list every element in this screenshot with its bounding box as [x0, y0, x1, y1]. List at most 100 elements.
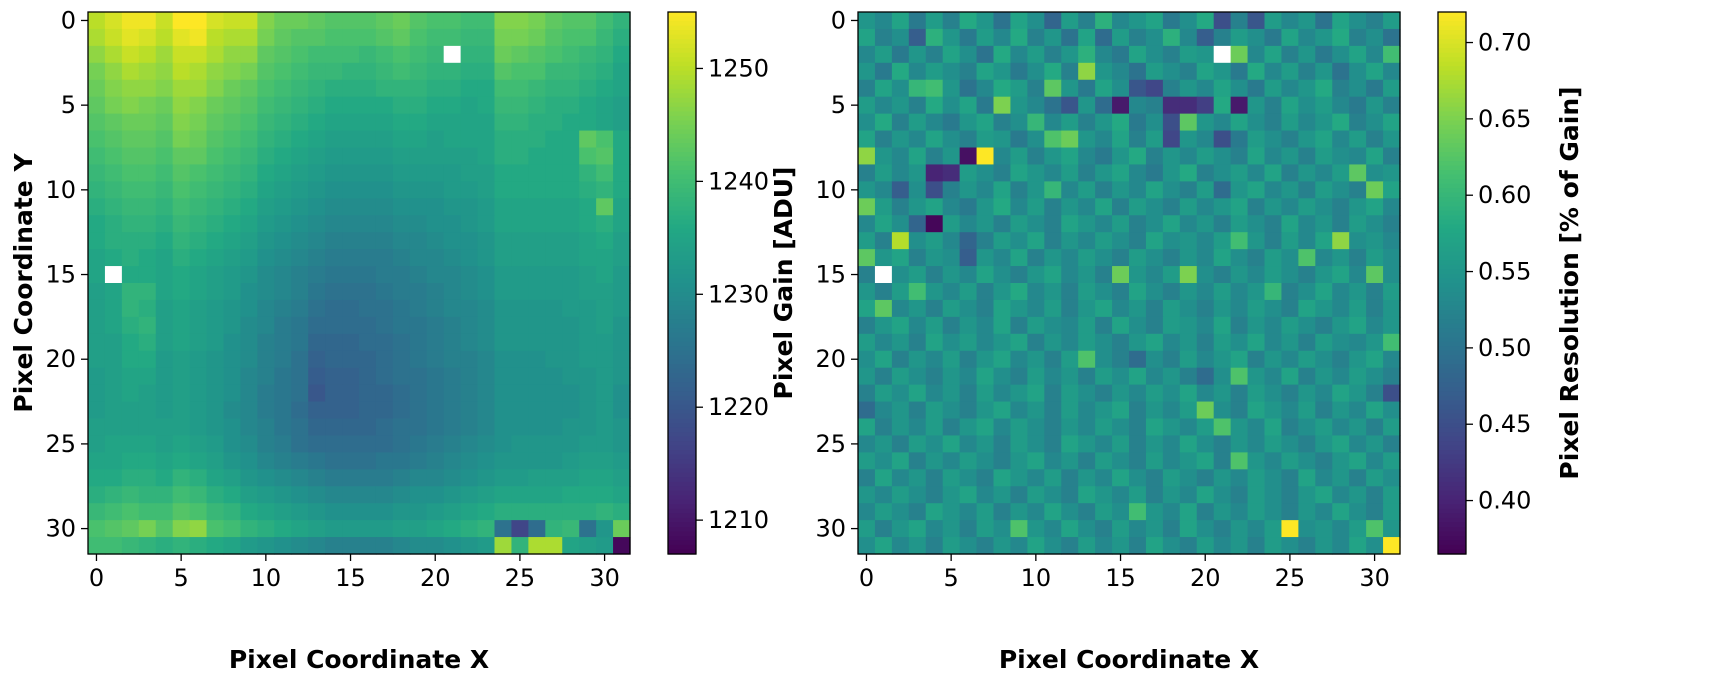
heatmap-cell	[976, 113, 995, 132]
colorbar-segment	[668, 57, 696, 63]
heatmap-cell	[1010, 62, 1028, 81]
heatmap-cell	[1315, 96, 1333, 115]
heatmap-cell	[1315, 164, 1333, 182]
colorbar-segment	[668, 540, 696, 546]
heatmap-cell	[155, 113, 174, 132]
heatmap-cell	[1247, 266, 1266, 284]
heatmap-cell	[528, 266, 546, 284]
heatmap-cell	[874, 45, 893, 64]
colorbar-segment	[668, 463, 696, 469]
heatmap-cell	[138, 164, 157, 182]
heatmap-cell	[409, 96, 428, 115]
heatmap-cell	[1230, 28, 1249, 47]
heatmap-cell	[1145, 215, 1164, 233]
heatmap-cell	[477, 486, 496, 504]
heatmap-cell	[325, 367, 343, 386]
heatmap-cell	[1129, 367, 1147, 386]
heatmap-cell	[528, 130, 546, 149]
heatmap-cell	[1078, 486, 1096, 504]
heatmap-cell	[257, 147, 275, 166]
heatmap-cell	[925, 147, 944, 166]
heatmap-cell	[1213, 384, 1232, 403]
heatmap-cell	[88, 486, 106, 504]
heatmap-cell	[189, 113, 208, 132]
heatmap-cell	[460, 164, 479, 182]
heatmap-cell	[1383, 215, 1401, 233]
colorbar-segment	[668, 517, 696, 523]
heatmap-cell	[325, 520, 343, 538]
heatmap-cell	[443, 198, 462, 216]
colorbar-segment	[1438, 459, 1466, 465]
heatmap-cell	[579, 486, 597, 504]
heatmap-cell	[494, 537, 513, 555]
heatmap-cell	[545, 418, 563, 437]
heatmap-cell	[562, 181, 580, 199]
colorbar-segment	[668, 513, 696, 519]
heatmap-cell	[908, 232, 927, 250]
heatmap-cell	[121, 12, 140, 30]
heatmap-cell	[993, 181, 1012, 199]
heatmap-cell	[274, 503, 292, 521]
heatmap-cell	[942, 164, 961, 182]
heatmap-cell	[138, 12, 157, 30]
heatmap-cell	[274, 181, 292, 199]
heatmap-cell	[121, 486, 140, 504]
heatmap-cell	[223, 164, 242, 182]
heatmap-cell	[409, 164, 428, 182]
heatmap-cell	[155, 503, 174, 521]
heatmap-cell	[291, 283, 309, 301]
heatmap-cell	[993, 215, 1012, 233]
heatmap-cell	[409, 452, 428, 470]
heatmap-cell	[494, 333, 513, 352]
heatmap-cell	[155, 96, 174, 115]
heatmap-cell	[959, 350, 978, 369]
heatmap-cell	[308, 28, 326, 47]
heatmap-cell	[874, 232, 893, 250]
heatmap-cell	[375, 486, 394, 504]
y-tick-label: 15	[45, 261, 76, 289]
heatmap-cell	[291, 435, 309, 453]
colorbar-segment	[1438, 454, 1466, 460]
heatmap-cell	[925, 130, 944, 149]
heatmap-cell	[443, 452, 462, 470]
heatmap-cell	[1281, 45, 1299, 64]
heatmap-cell	[1044, 79, 1062, 98]
heatmap-cell	[172, 452, 191, 470]
heatmap-cell	[121, 181, 140, 199]
heatmap-cell	[291, 12, 309, 30]
heatmap-cell	[257, 215, 275, 233]
heatmap-cell	[240, 435, 258, 453]
heatmap-cell	[460, 299, 479, 318]
heatmap-cell	[392, 249, 411, 267]
heatmap-cell	[1366, 452, 1384, 470]
heatmap-cell	[1315, 45, 1333, 64]
heatmap-cell	[1315, 181, 1333, 199]
heatmap-cell	[1366, 62, 1384, 81]
heatmap-cell	[308, 520, 326, 538]
heatmap-cell	[545, 486, 563, 504]
x-tick-label: 20	[420, 564, 451, 592]
heatmap-cell	[223, 435, 242, 453]
heatmap-cell	[274, 283, 292, 301]
heatmap-cell	[562, 283, 580, 301]
colorbar-segment	[1438, 346, 1466, 352]
heatmap-cell	[858, 215, 876, 233]
heatmap-cell	[1010, 96, 1028, 115]
heatmap-cell	[308, 469, 326, 487]
heatmap-cell	[1010, 418, 1028, 437]
heatmap-cell	[274, 28, 292, 47]
heatmap-cell	[494, 401, 513, 420]
colorbar-segment	[668, 441, 696, 447]
heatmap-cell	[88, 181, 106, 199]
heatmap-cell	[874, 62, 893, 81]
heatmap-cell	[189, 96, 208, 115]
heatmap-cell	[1027, 181, 1045, 199]
heatmap-cell	[1162, 283, 1181, 301]
heatmap-cell	[189, 181, 208, 199]
heatmap-cell	[138, 266, 157, 284]
heatmap-cell	[1145, 367, 1164, 386]
heatmap-cell	[138, 198, 157, 216]
heatmap-cell	[308, 537, 326, 555]
heatmap-cell	[976, 147, 995, 166]
heatmap-cell	[274, 232, 292, 250]
